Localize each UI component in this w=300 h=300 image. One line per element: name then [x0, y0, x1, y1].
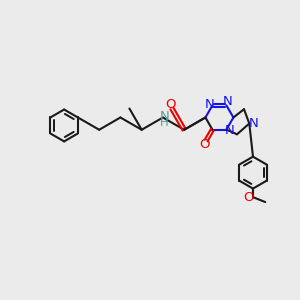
Text: N: N — [223, 95, 232, 108]
Text: H: H — [160, 116, 169, 129]
Text: N: N — [159, 110, 169, 123]
Text: O: O — [165, 98, 176, 111]
Text: N: N — [205, 98, 214, 111]
Text: N: N — [248, 117, 258, 130]
Text: O: O — [243, 191, 254, 204]
Text: O: O — [200, 138, 210, 151]
Text: N: N — [225, 124, 235, 137]
